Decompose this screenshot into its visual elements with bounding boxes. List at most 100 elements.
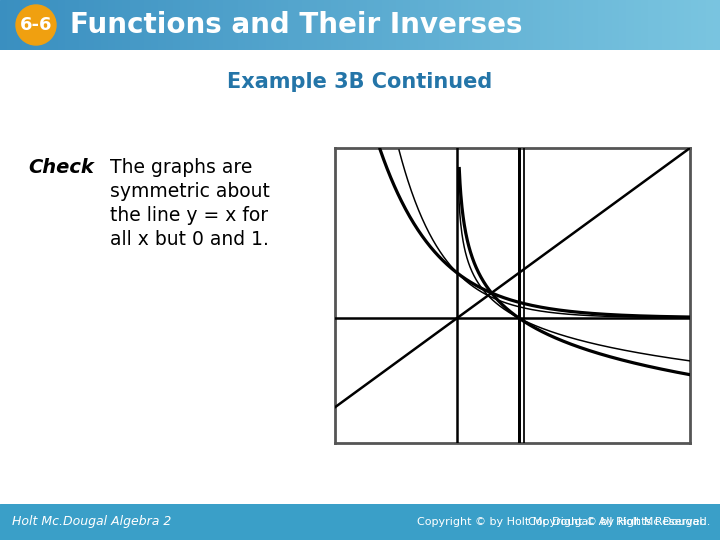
Text: symmetric about: symmetric about [110,182,270,201]
Bar [274,0,281,50]
Bar [382,0,389,50]
Bar [137,0,144,50]
Bar [187,0,194,50]
Bar [173,0,180,50]
Bar [194,0,202,50]
Bar [7,0,14,50]
Bar [533,0,540,50]
Bar [518,0,526,50]
Bar [655,0,662,50]
Bar [482,0,490,50]
Bar [101,0,108,50]
Bar [490,0,497,50]
Bar [86,0,94,50]
Bar [0,0,7,50]
Bar [468,0,475,50]
Bar [432,0,439,50]
Bar [252,0,259,50]
Text: Check: Check [28,158,94,177]
Bar [425,0,432,50]
Text: Copyright © by Holt Mc Dougal. All Rights Reserved.: Copyright © by Holt Mc Dougal. All Right… [417,517,710,527]
Bar [266,0,274,50]
Bar [209,0,216,50]
Bar [166,0,173,50]
Text: Functions and Their Inverses: Functions and Their Inverses [70,11,523,39]
Bar [439,0,446,50]
Bar [706,0,713,50]
Bar [612,0,619,50]
Bar [626,0,634,50]
Bar [130,0,137,50]
Bar [562,0,569,50]
Bar [634,0,641,50]
Bar [576,0,583,50]
Bar [180,0,187,50]
Bar [641,0,648,50]
Bar [72,0,79,50]
Bar [619,0,626,50]
Bar [511,0,518,50]
Text: all x but 0 and 1.: all x but 0 and 1. [110,230,269,249]
Bar [50,0,58,50]
Bar [374,0,382,50]
Bar [569,0,576,50]
Bar [281,0,288,50]
Bar [245,0,252,50]
Bar [238,0,245,50]
Bar [461,0,468,50]
Bar [583,0,590,50]
Bar [295,0,302,50]
Bar [670,0,677,50]
Bar [338,0,346,50]
Bar [324,0,331,50]
Bar [590,0,598,50]
Bar [648,0,655,50]
Bar [43,0,50,50]
Bar [691,0,698,50]
Bar [605,0,612,50]
Bar [554,0,562,50]
Bar [367,0,374,50]
Bar [108,0,115,50]
Circle shape [16,5,56,45]
Bar [202,0,209,50]
Bar [454,0,461,50]
Bar [389,0,396,50]
Bar [403,0,410,50]
Bar [598,0,605,50]
Text: Holt Mc.Dougal Algebra 2: Holt Mc.Dougal Algebra 2 [12,516,171,529]
Bar [662,0,670,50]
Bar [65,0,72,50]
Bar [144,0,151,50]
Bar [288,0,295,50]
Bar [360,0,367,50]
Text: The graphs are: The graphs are [110,158,253,177]
Bar [418,0,425,50]
Bar [151,0,158,50]
Bar [526,0,533,50]
Bar [410,0,418,50]
Bar [346,0,353,50]
Bar [230,0,238,50]
Bar [504,0,511,50]
Bar [684,0,691,50]
Text: the line y = x for: the line y = x for [110,206,268,225]
Bar [497,0,504,50]
Bar [58,0,65,50]
Bar [446,0,454,50]
Bar [29,0,36,50]
Bar [547,0,554,50]
Bar [698,0,706,50]
Bar [540,0,547,50]
Bar [216,0,223,50]
Bar [396,0,403,50]
Bar [36,0,43,50]
Bar [331,0,338,50]
Bar [122,0,130,50]
Bar [677,0,684,50]
Bar [158,0,166,50]
Bar [94,0,101,50]
Text: Copyright © by Holt Mc Dougal.: Copyright © by Holt Mc Dougal. [528,517,710,527]
Bar [353,0,360,50]
Bar [14,0,22,50]
